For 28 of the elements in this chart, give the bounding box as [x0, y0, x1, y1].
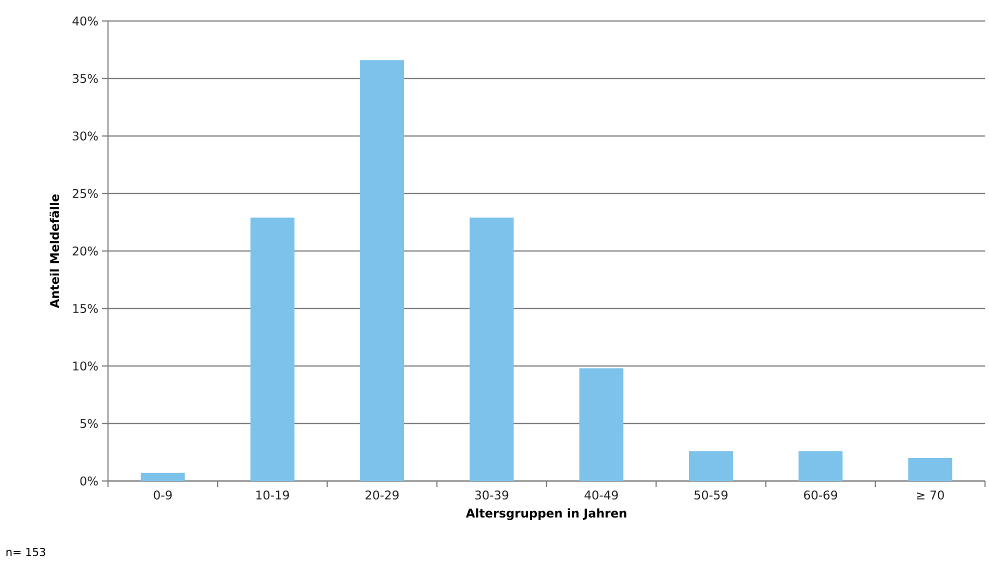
y-tick-label: 0% — [80, 476, 98, 486]
x-tick-label: 40-49 — [584, 490, 618, 500]
bar — [798, 451, 843, 481]
x-tick-label: 0-9 — [154, 490, 172, 500]
bar — [579, 368, 624, 481]
y-tick-label: 20% — [72, 246, 98, 256]
bar — [908, 458, 952, 481]
bar — [140, 472, 185, 481]
y-tick-label: 10% — [73, 361, 98, 371]
x-tick-label: 20-29 — [366, 490, 399, 500]
bar — [470, 218, 514, 481]
bar — [688, 451, 733, 481]
y-tick-label: 35% — [72, 74, 98, 84]
y-tick-label: 15% — [73, 304, 98, 314]
x-tick-label: 10-19 — [256, 490, 289, 500]
y-tick-label: 40% — [72, 16, 98, 26]
y-tick-label: 25% — [72, 188, 98, 198]
y-axis-title: Anteil Meldefälle — [50, 194, 60, 308]
x-tick-label: 50-59 — [694, 490, 728, 500]
x-tick-label: 60-69 — [804, 490, 838, 500]
x-tick-label: 30-39 — [475, 490, 508, 500]
y-tick-label: 5% — [80, 418, 98, 428]
x-tick-label: ≥ 70 — [916, 490, 944, 500]
text: n= 153 — [6, 548, 46, 556]
x-axis-title: Altersgruppen in Jahren — [466, 508, 626, 520]
bar — [250, 218, 294, 481]
bar — [360, 60, 404, 481]
y-tick-label: 30% — [72, 131, 98, 141]
